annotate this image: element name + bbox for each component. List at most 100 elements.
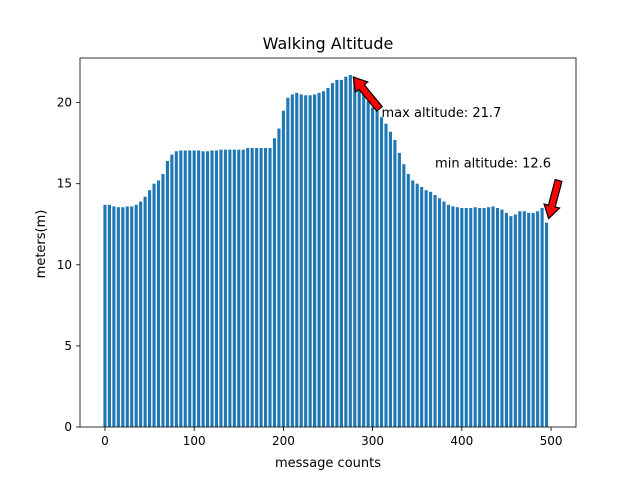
bar (228, 149, 232, 427)
bar (103, 204, 107, 427)
x-tick-label: 100 (183, 434, 206, 448)
bar (335, 79, 339, 428)
x-tick-label: 400 (450, 434, 473, 448)
bar (437, 198, 442, 427)
bar (460, 208, 464, 427)
bar (473, 207, 477, 427)
bar (411, 180, 415, 427)
min-annotation-arrow (543, 178, 563, 220)
bar (121, 207, 125, 427)
bar (357, 83, 361, 427)
bar (495, 208, 500, 427)
bar (527, 212, 531, 427)
bar (388, 131, 393, 428)
bar (545, 222, 549, 427)
bar (116, 207, 120, 427)
x-tick-label: 0 (101, 434, 109, 448)
bar (107, 204, 111, 427)
bar (188, 150, 192, 427)
bar (469, 208, 473, 427)
bar (152, 183, 156, 427)
bar (522, 211, 526, 427)
bar (192, 150, 196, 427)
bar (308, 95, 312, 428)
bar (415, 183, 419, 427)
bar (197, 150, 201, 427)
axes-frame (79, 57, 577, 428)
bar (130, 206, 134, 427)
y-axis-label: meters(m) (34, 210, 49, 279)
bar (348, 75, 352, 428)
bar (478, 208, 482, 427)
bar (451, 206, 455, 427)
bar (246, 148, 250, 427)
bar (518, 211, 522, 427)
bar (201, 151, 205, 427)
bar (250, 148, 254, 427)
bar (299, 94, 303, 427)
bar (397, 152, 401, 427)
bar (446, 204, 450, 427)
bar (371, 107, 375, 427)
bar (241, 149, 245, 427)
bar (420, 186, 424, 427)
bar (366, 100, 370, 427)
x-tick-label: 500 (540, 434, 563, 448)
bar (304, 95, 308, 428)
x-axis-label: message counts (275, 456, 381, 471)
bar (277, 128, 281, 428)
bar (313, 94, 317, 427)
bar (433, 195, 437, 427)
min-annotation-label: min altitude: 12.6 (435, 156, 551, 171)
bar (237, 149, 241, 427)
bar (344, 76, 348, 428)
bar (286, 97, 290, 427)
bar (384, 123, 388, 427)
bar (259, 148, 263, 427)
bar (214, 150, 219, 427)
bar (174, 151, 178, 427)
bar (206, 151, 210, 427)
bar (295, 92, 299, 427)
bar (179, 150, 183, 427)
max-annotation-arrow (352, 76, 384, 112)
y-tick-label: 20 (57, 96, 72, 110)
bar (161, 173, 165, 427)
bar (148, 190, 152, 427)
bar (509, 216, 513, 427)
bar (156, 180, 161, 427)
bar (326, 88, 330, 427)
bar (223, 149, 227, 427)
x-tick-label: 200 (272, 434, 295, 448)
bar (531, 212, 535, 427)
bar (219, 149, 223, 427)
bar (112, 206, 116, 427)
bar (464, 208, 468, 427)
y-tick-label: 15 (57, 177, 72, 191)
bar (455, 207, 459, 427)
y-tick-label: 0 (64, 420, 72, 434)
bar (482, 208, 486, 427)
bar (540, 208, 544, 427)
bar (281, 110, 285, 427)
bar (375, 110, 379, 427)
bar (263, 148, 268, 427)
bar (504, 212, 508, 427)
chart-title: Walking Altitude (263, 34, 394, 53)
bar (143, 196, 147, 427)
bar (536, 211, 540, 427)
bar (268, 148, 272, 427)
y-tick-label: 10 (57, 258, 72, 272)
bar (424, 190, 428, 427)
bar (290, 94, 294, 427)
bar (500, 209, 504, 427)
bar (442, 201, 446, 427)
bar (362, 92, 366, 427)
bar (183, 150, 187, 427)
bar (393, 139, 397, 427)
bar (402, 164, 406, 427)
plot-area: 0 100 200 300 400 500 0 5 10 15 20 max altitude: 21… (57, 57, 577, 448)
y-tick-label: 5 (64, 339, 72, 353)
x-tick-label: 300 (361, 434, 384, 448)
